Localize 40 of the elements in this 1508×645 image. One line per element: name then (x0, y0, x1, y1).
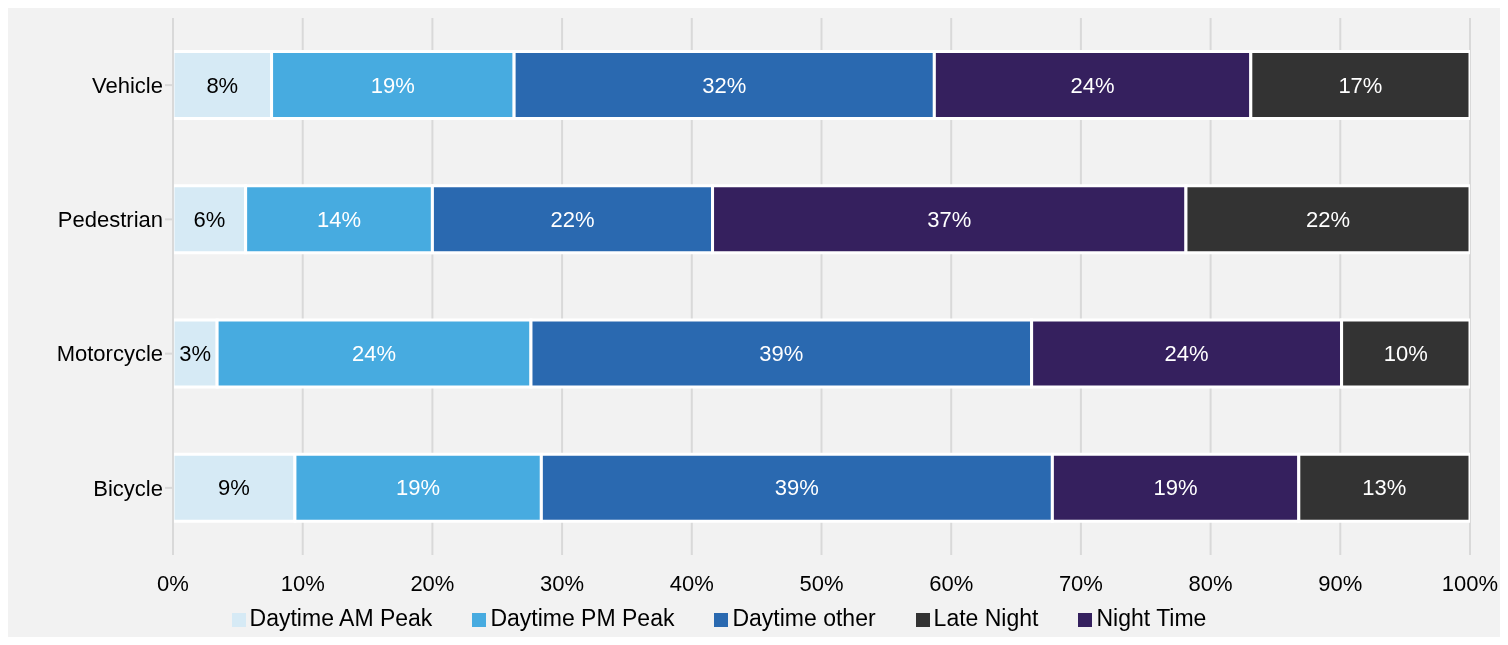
legend-label: Daytime other (732, 605, 876, 631)
legend-label: Daytime PM Peak (490, 605, 675, 631)
data-label: 24% (352, 341, 397, 367)
x-tick-label: 60% (929, 570, 974, 596)
data-label: 6% (193, 206, 226, 232)
x-tick-label: 70% (1058, 570, 1103, 596)
x-tick-label: 0% (157, 570, 189, 596)
data-label: 13% (1362, 475, 1407, 501)
data-label: 3% (179, 341, 211, 367)
data-label: 14% (316, 206, 362, 232)
data-label: 37% (927, 206, 972, 232)
data-label: 19% (1153, 475, 1198, 501)
data-label: 22% (550, 206, 595, 232)
y-tick-label: Vehicle (92, 72, 163, 98)
data-label: 22% (1305, 206, 1350, 232)
data-label: 9% (218, 475, 250, 501)
data-label: 24% (1164, 341, 1209, 367)
data-label: 8% (206, 72, 239, 98)
legend-label: Late Night (933, 605, 1039, 631)
y-tick-label: Pedestrian (57, 207, 163, 233)
data-label: 19% (396, 475, 441, 501)
data-label: 19% (370, 72, 415, 98)
y-tick-label: Bicycle (93, 475, 163, 501)
x-tick-label: 10% (280, 570, 325, 596)
y-tick-label: Motorcycle (56, 341, 163, 367)
x-tick-label: 40% (669, 570, 714, 596)
x-tick-label: 30% (540, 570, 585, 596)
data-label: 39% (774, 475, 819, 501)
x-tick-label: 90% (1318, 570, 1363, 596)
data-label: 10% (1383, 341, 1428, 367)
x-tick-label: 100% (1441, 570, 1499, 596)
data-label: 32% (702, 72, 747, 98)
x-tick-label: 20% (410, 570, 455, 596)
data-label: 39% (759, 341, 804, 367)
legend-label: Night Time (1096, 605, 1207, 631)
legend-label: Daytime AM Peak (249, 605, 433, 631)
data-label: 17% (1338, 72, 1383, 98)
x-tick-label: 50% (799, 570, 844, 596)
x-tick-label: 80% (1188, 570, 1233, 596)
data-label: 24% (1070, 72, 1115, 98)
